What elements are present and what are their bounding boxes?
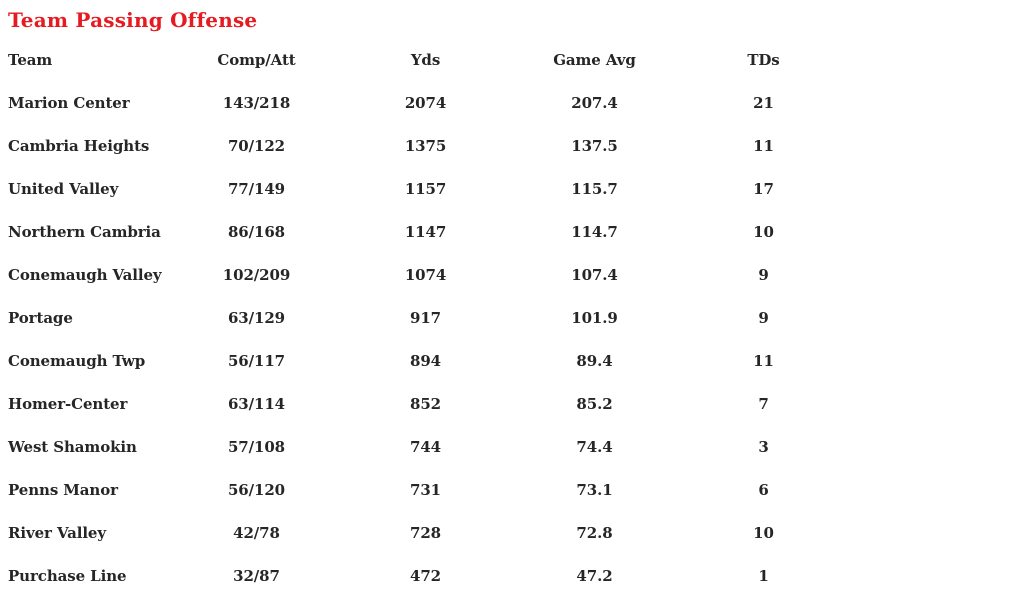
stat-cell: 102/209 <box>222 265 291 284</box>
stat-cell: 86/168 <box>227 222 286 241</box>
stat-cell: 917 <box>409 308 441 327</box>
team-name-cell: Penns Manor <box>8 480 118 499</box>
stat-cell: 89.4 <box>576 351 613 370</box>
stat-cell: 1375 <box>404 136 447 155</box>
table-row: Conemaugh Twp 56/117 894 89.4 11 <box>0 339 848 382</box>
table-row: Homer-Center 63/114 852 85.2 7 <box>0 382 848 425</box>
team-name-cell: Conemaugh Twp <box>8 351 146 370</box>
table-row: United Valley 77/149 1157 115.7 17 <box>0 167 848 210</box>
team-name-cell: Conemaugh Valley <box>8 265 162 284</box>
stat-cell: 77/149 <box>227 179 286 198</box>
stat-cell: 2074 <box>404 93 447 112</box>
table-row: Conemaugh Valley 102/209 1074 107.4 9 <box>0 253 848 296</box>
table-body: Marion Center 143/218 2074 207.4 21 Cambria H… <box>0 81 848 597</box>
stat-cell: 731 <box>409 480 441 499</box>
stat-cell: 744 <box>409 437 441 456</box>
stat-cell: 7 <box>758 394 769 413</box>
stat-cell: 852 <box>409 394 441 413</box>
stat-cell: 472 <box>409 566 441 585</box>
stat-cell: 56/120 <box>227 480 286 499</box>
table-header: Team Comp/Att Yds Game Avg TDs <box>0 38 848 81</box>
stat-cell: 11 <box>753 351 774 370</box>
table-row: Marion Center 143/218 2074 207.4 21 <box>0 81 848 124</box>
team-name-cell: Marion Center <box>8 93 130 112</box>
team-name-cell: River Valley <box>8 523 106 542</box>
column-header-tds: TDs <box>747 50 780 69</box>
stat-cell: 143/218 <box>222 93 291 112</box>
stat-cell: 9 <box>758 308 769 327</box>
stat-cell: 1147 <box>404 222 447 241</box>
column-header-comp-att: Comp/Att <box>217 50 296 69</box>
team-name-cell: West Shamokin <box>8 437 137 456</box>
stat-cell: 42/78 <box>233 523 280 542</box>
team-name-cell: Northern Cambria <box>8 222 161 241</box>
stat-cell: 74.4 <box>576 437 613 456</box>
stat-cell: 10 <box>753 222 774 241</box>
stat-cell: 11 <box>753 136 774 155</box>
table-row: Portage 63/129 917 101.9 9 <box>0 296 848 339</box>
table-row: Penns Manor 56/120 731 73.1 6 <box>0 468 848 511</box>
stat-cell: 1157 <box>404 179 447 198</box>
stat-cell: 114.7 <box>571 222 618 241</box>
team-name-cell: Homer-Center <box>8 394 128 413</box>
table-row: Purchase Line 32/87 472 47.2 1 <box>0 554 848 597</box>
stat-cell: 56/117 <box>227 351 286 370</box>
stat-cell: 728 <box>409 523 441 542</box>
table-row: Cambria Heights 70/122 1375 137.5 11 <box>0 124 848 167</box>
stat-cell: 47.2 <box>576 566 613 585</box>
stat-cell: 72.8 <box>576 523 613 542</box>
header-row: Team Comp/Att Yds Game Avg TDs <box>0 38 848 81</box>
table-row: Northern Cambria 86/168 1147 114.7 10 <box>0 210 848 253</box>
stat-cell: 207.4 <box>571 93 618 112</box>
stat-cell: 1074 <box>404 265 447 284</box>
column-header-yds: Yds <box>410 50 441 69</box>
stat-cell: 137.5 <box>571 136 618 155</box>
stat-cell: 63/114 <box>227 394 286 413</box>
column-header-game-avg: Game Avg <box>553 50 636 69</box>
stat-cell: 107.4 <box>571 265 618 284</box>
stat-cell: 57/108 <box>227 437 286 456</box>
stat-cell: 21 <box>753 93 774 112</box>
table-row: River Valley 42/78 728 72.8 10 <box>0 511 848 554</box>
stat-cell: 70/122 <box>227 136 286 155</box>
stat-cell: 894 <box>409 351 441 370</box>
stat-cell: 9 <box>758 265 769 284</box>
team-passing-offense-table: Team Comp/Att Yds Game Avg TDs Marion Ce… <box>0 38 848 597</box>
table-row: West Shamokin 57/108 744 74.4 3 <box>0 425 848 468</box>
column-header-team: Team <box>8 50 53 69</box>
stat-cell: 63/129 <box>227 308 286 327</box>
team-name-cell: United Valley <box>8 179 119 198</box>
stat-cell: 6 <box>758 480 769 499</box>
team-name-cell: Cambria Heights <box>8 136 150 155</box>
stat-cell: 3 <box>758 437 769 456</box>
stat-cell: 115.7 <box>571 179 618 198</box>
stat-cell: 85.2 <box>576 394 613 413</box>
stat-cell: 32/87 <box>233 566 280 585</box>
team-name-cell: Portage <box>8 308 73 327</box>
stat-cell: 17 <box>753 179 774 198</box>
page-title: Team Passing Offense <box>8 8 258 32</box>
team-name-cell: Purchase Line <box>8 566 127 585</box>
stat-cell: 10 <box>753 523 774 542</box>
stat-cell: 101.9 <box>571 308 618 327</box>
stat-cell: 73.1 <box>576 480 613 499</box>
stat-cell: 1 <box>758 566 769 585</box>
